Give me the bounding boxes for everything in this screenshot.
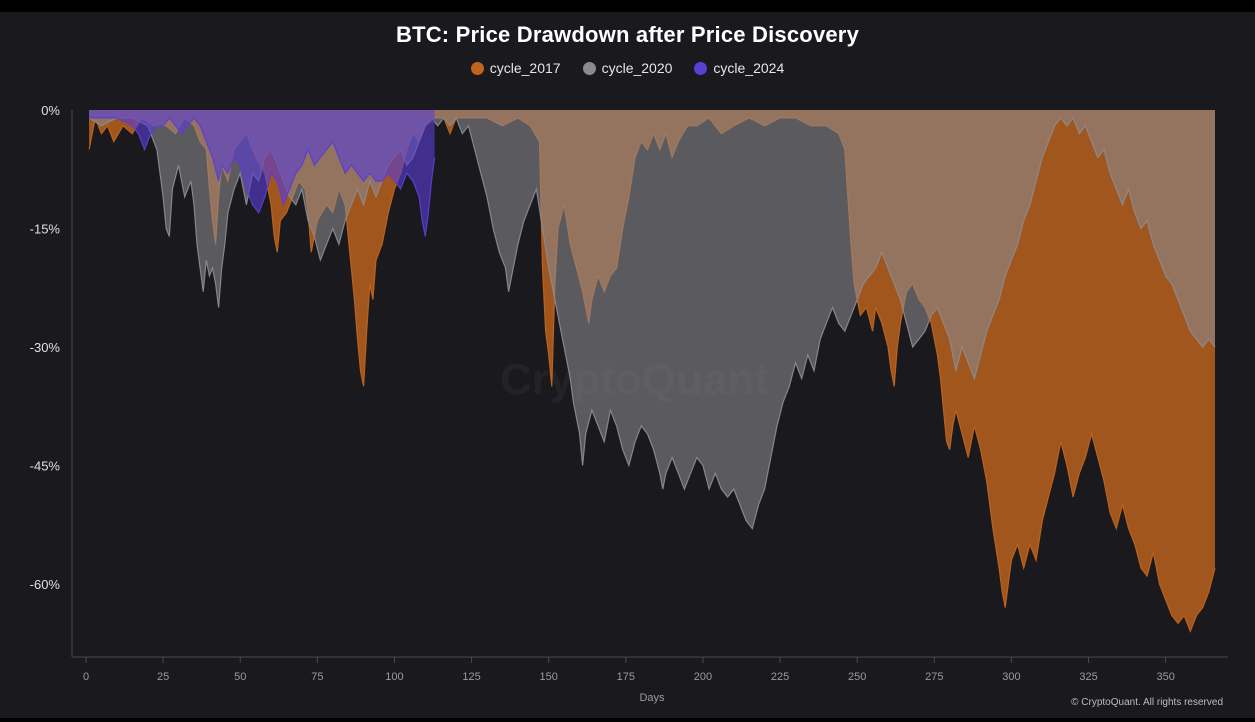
- x-tick-label: 300: [1002, 671, 1020, 683]
- legend-swatch: [470, 61, 484, 75]
- x-tick-label: 25: [157, 671, 169, 683]
- y-tick-label: -15%: [30, 221, 61, 236]
- legend-swatch: [694, 61, 708, 75]
- x-tick-label: 175: [617, 671, 635, 683]
- x-tick-label: 225: [771, 671, 789, 683]
- legend-item-cycle-2020[interactable]: cycle_2020: [582, 60, 673, 76]
- y-tick-label: 0%: [41, 103, 60, 118]
- x-tick-label: 250: [848, 671, 866, 683]
- y-tick-label: -45%: [30, 458, 61, 473]
- chart-title: BTC: Price Drawdown after Price Discover…: [395, 22, 860, 47]
- x-tick-label: 125: [462, 671, 480, 683]
- copyright-credit: © CryptoQuant. All rights reserved: [1071, 697, 1223, 708]
- x-tick-label: 350: [1156, 671, 1174, 683]
- legend-item-cycle-2017[interactable]: cycle_2017: [470, 60, 561, 76]
- legend-label: cycle_2017: [489, 60, 561, 76]
- line-cycle-2024: [89, 116, 436, 237]
- x-tick-label: 75: [311, 671, 323, 683]
- x-tick-label: 275: [925, 671, 943, 683]
- x-tick-label: 325: [1079, 671, 1097, 683]
- area-cycle-2024: [89, 110, 435, 237]
- x-tick-label: 50: [234, 671, 246, 683]
- legend-swatch: [582, 61, 596, 75]
- y-tick-label: -30%: [30, 340, 61, 355]
- y-tick-label: -60%: [30, 577, 61, 592]
- x-tick-label: 100: [385, 671, 403, 683]
- chart-legend: cycle_2017 cycle_2020 cycle_2024: [0, 60, 1255, 76]
- legend-label: cycle_2024: [713, 60, 785, 76]
- x-tick-label: 150: [540, 671, 558, 683]
- legend-item-cycle-2024[interactable]: cycle_2024: [694, 60, 784, 76]
- area-cycle-2020: [89, 110, 1215, 529]
- x-tick-label: 200: [694, 671, 712, 683]
- x-tick-label: 0: [83, 671, 89, 683]
- x-axis-label: Days: [639, 692, 665, 704]
- legend-label: cycle_2020: [601, 60, 673, 76]
